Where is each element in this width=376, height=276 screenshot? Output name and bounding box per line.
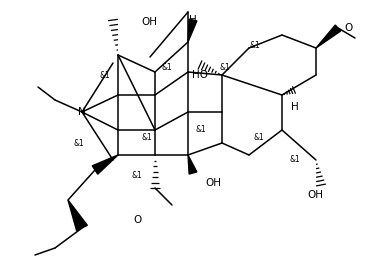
- Text: &1: &1: [290, 155, 301, 164]
- Text: &1: &1: [142, 134, 153, 142]
- Text: H: H: [189, 15, 197, 25]
- Text: O: O: [134, 215, 142, 225]
- Polygon shape: [188, 19, 197, 42]
- Text: &1: &1: [74, 139, 85, 147]
- Text: HO: HO: [192, 70, 208, 80]
- Text: OH: OH: [141, 17, 157, 27]
- Polygon shape: [68, 200, 87, 231]
- Polygon shape: [188, 155, 197, 174]
- Text: &1: &1: [162, 63, 173, 73]
- Text: &1: &1: [99, 70, 110, 79]
- Text: OH: OH: [205, 178, 221, 188]
- Text: O: O: [344, 23, 352, 33]
- Text: &1: &1: [220, 63, 231, 73]
- Text: OH: OH: [307, 190, 323, 200]
- Text: &1: &1: [249, 41, 260, 49]
- Text: &1: &1: [196, 126, 207, 134]
- Text: H: H: [291, 102, 299, 112]
- Text: &1: &1: [131, 171, 142, 179]
- Polygon shape: [316, 25, 341, 48]
- Text: N: N: [78, 107, 86, 117]
- Polygon shape: [92, 155, 118, 174]
- Text: &1: &1: [253, 134, 264, 142]
